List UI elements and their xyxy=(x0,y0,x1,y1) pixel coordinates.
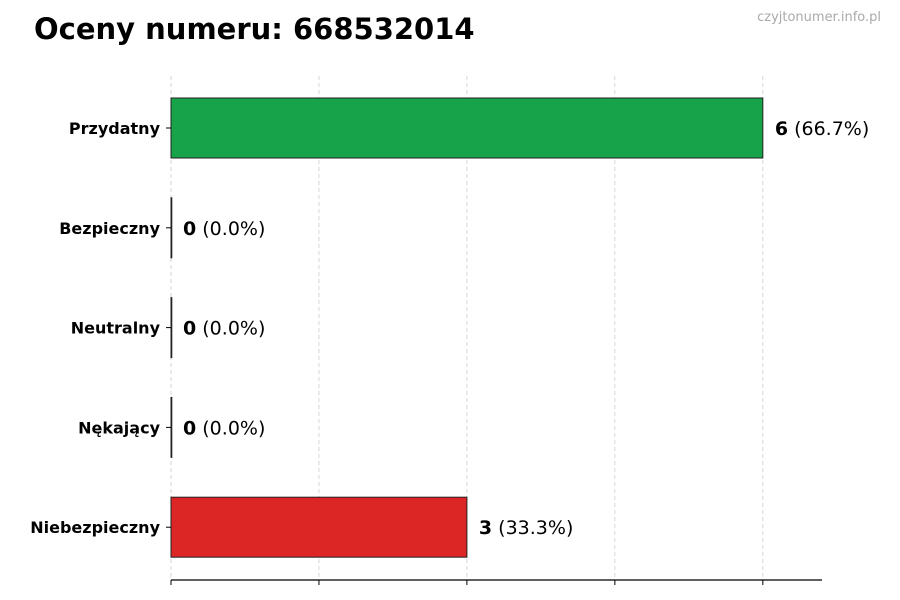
y-tick-label: Nękający xyxy=(78,418,160,437)
y-tick-label: Niebezpieczny xyxy=(30,518,160,537)
data-label: 6 (66.7%) xyxy=(775,118,869,140)
data-label-percent: (33.3%) xyxy=(492,517,573,539)
data-label: 3 (33.3%) xyxy=(479,517,573,539)
watermark: czyjtonumer.info.pl xyxy=(757,10,881,25)
chart-title: Oceny numeru: 668532014 xyxy=(34,12,475,46)
data-label-percent: (0.0%) xyxy=(196,417,265,439)
bar-4 xyxy=(170,496,468,558)
data-label-value: 0 xyxy=(183,218,196,240)
data-label-value: 3 xyxy=(479,517,492,539)
bar-2 xyxy=(170,297,173,359)
data-label-percent: (0.0%) xyxy=(196,318,265,340)
y-tick-label: Bezpieczny xyxy=(59,219,160,238)
data-label-percent: (66.7%) xyxy=(788,118,869,140)
bar-1 xyxy=(170,197,173,259)
data-label: 0 (0.0%) xyxy=(183,417,265,439)
y-tick-label: Neutralny xyxy=(71,319,161,338)
bar-0 xyxy=(170,97,764,159)
data-label-percent: (0.0%) xyxy=(196,218,265,240)
y-tick-label: Przydatny xyxy=(69,119,161,138)
data-label: 0 (0.0%) xyxy=(183,218,265,240)
data-label-value: 0 xyxy=(183,318,196,340)
data-label-value: 6 xyxy=(775,118,788,140)
bar-3 xyxy=(170,396,173,458)
data-label-value: 0 xyxy=(183,417,196,439)
data-label: 0 (0.0%) xyxy=(183,318,265,340)
